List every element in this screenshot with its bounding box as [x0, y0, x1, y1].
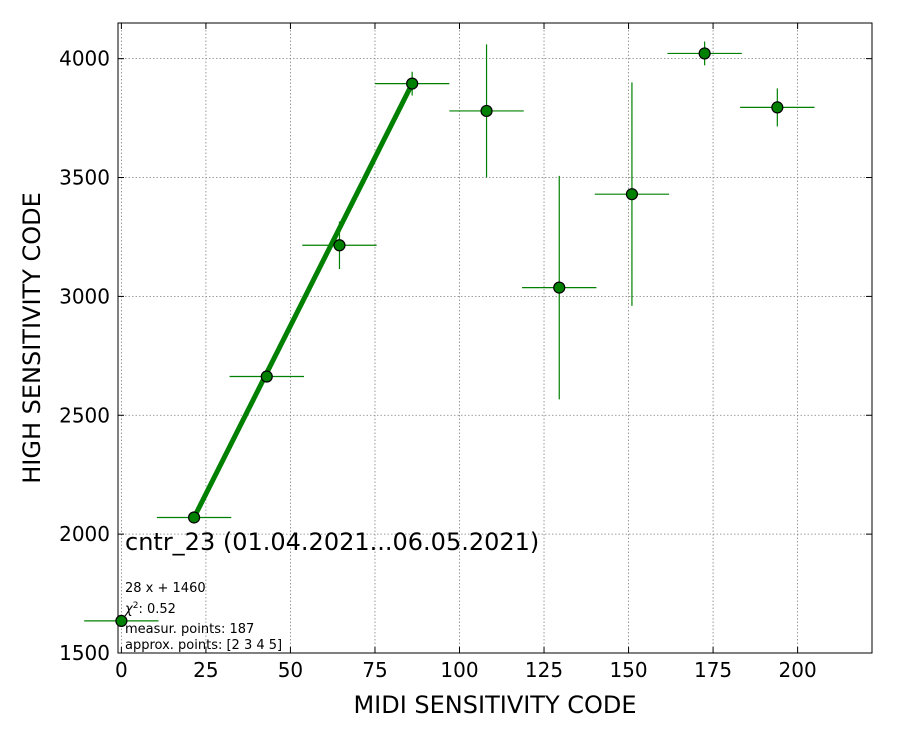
y-tick-label: 1500 — [59, 641, 110, 665]
markers — [115, 47, 784, 628]
x-tick-label: 25 — [193, 658, 218, 682]
approx-points: approx. points: [2 3 4 5] — [125, 638, 282, 653]
chart-title: cntr_23 (01.04.2021...06.05.2021) — [125, 528, 539, 556]
y-tick-label: 2000 — [59, 522, 110, 546]
data-point — [406, 77, 419, 90]
x-tick-label: 75 — [362, 658, 387, 682]
plot-frame — [117, 22, 873, 654]
data-point — [333, 239, 346, 252]
x-tick-label: 50 — [278, 658, 303, 682]
data-point — [115, 614, 128, 628]
x-tick-label: 200 — [779, 658, 817, 682]
y-tick-label: 4000 — [59, 47, 110, 71]
data-point — [480, 104, 493, 118]
grid — [118, 23, 872, 654]
ticks: 0 25 50 75 100 125 150 175 200 1500 2000 2500 3000 35… — [59, 23, 872, 682]
data-point — [553, 281, 566, 294]
y-tick-label: 2500 — [59, 403, 110, 427]
chi2-exponent: 2 — [133, 601, 139, 611]
data-point — [771, 101, 784, 114]
data-point — [698, 47, 711, 60]
chi2-symbol: χ — [124, 602, 134, 617]
fit-equation: 28 x + 1460 — [125, 581, 206, 596]
chi2-label: χ2: 0.52 — [124, 601, 176, 617]
data-point — [260, 370, 273, 383]
y-tick-label: 3500 — [59, 166, 110, 190]
measured-points: measur. points: 187 — [125, 622, 254, 637]
chi2-value: : 0.52 — [138, 602, 175, 617]
x-tick-label: 100 — [440, 658, 478, 682]
fit-line — [191, 82, 415, 519]
x-tick-label: 175 — [694, 658, 732, 682]
data-point — [187, 511, 201, 524]
x-axis-label: MIDI SENSITIVITY CODE — [353, 691, 636, 719]
x-tick-label: 125 — [525, 658, 563, 682]
y-tick-label: 3000 — [59, 284, 110, 308]
data-point — [625, 188, 639, 201]
y-axis-label: HIGH SENSITIVITY CODE — [18, 192, 46, 484]
x-tick-label: 150 — [609, 658, 647, 682]
x-tick-label: 0 — [115, 658, 128, 682]
